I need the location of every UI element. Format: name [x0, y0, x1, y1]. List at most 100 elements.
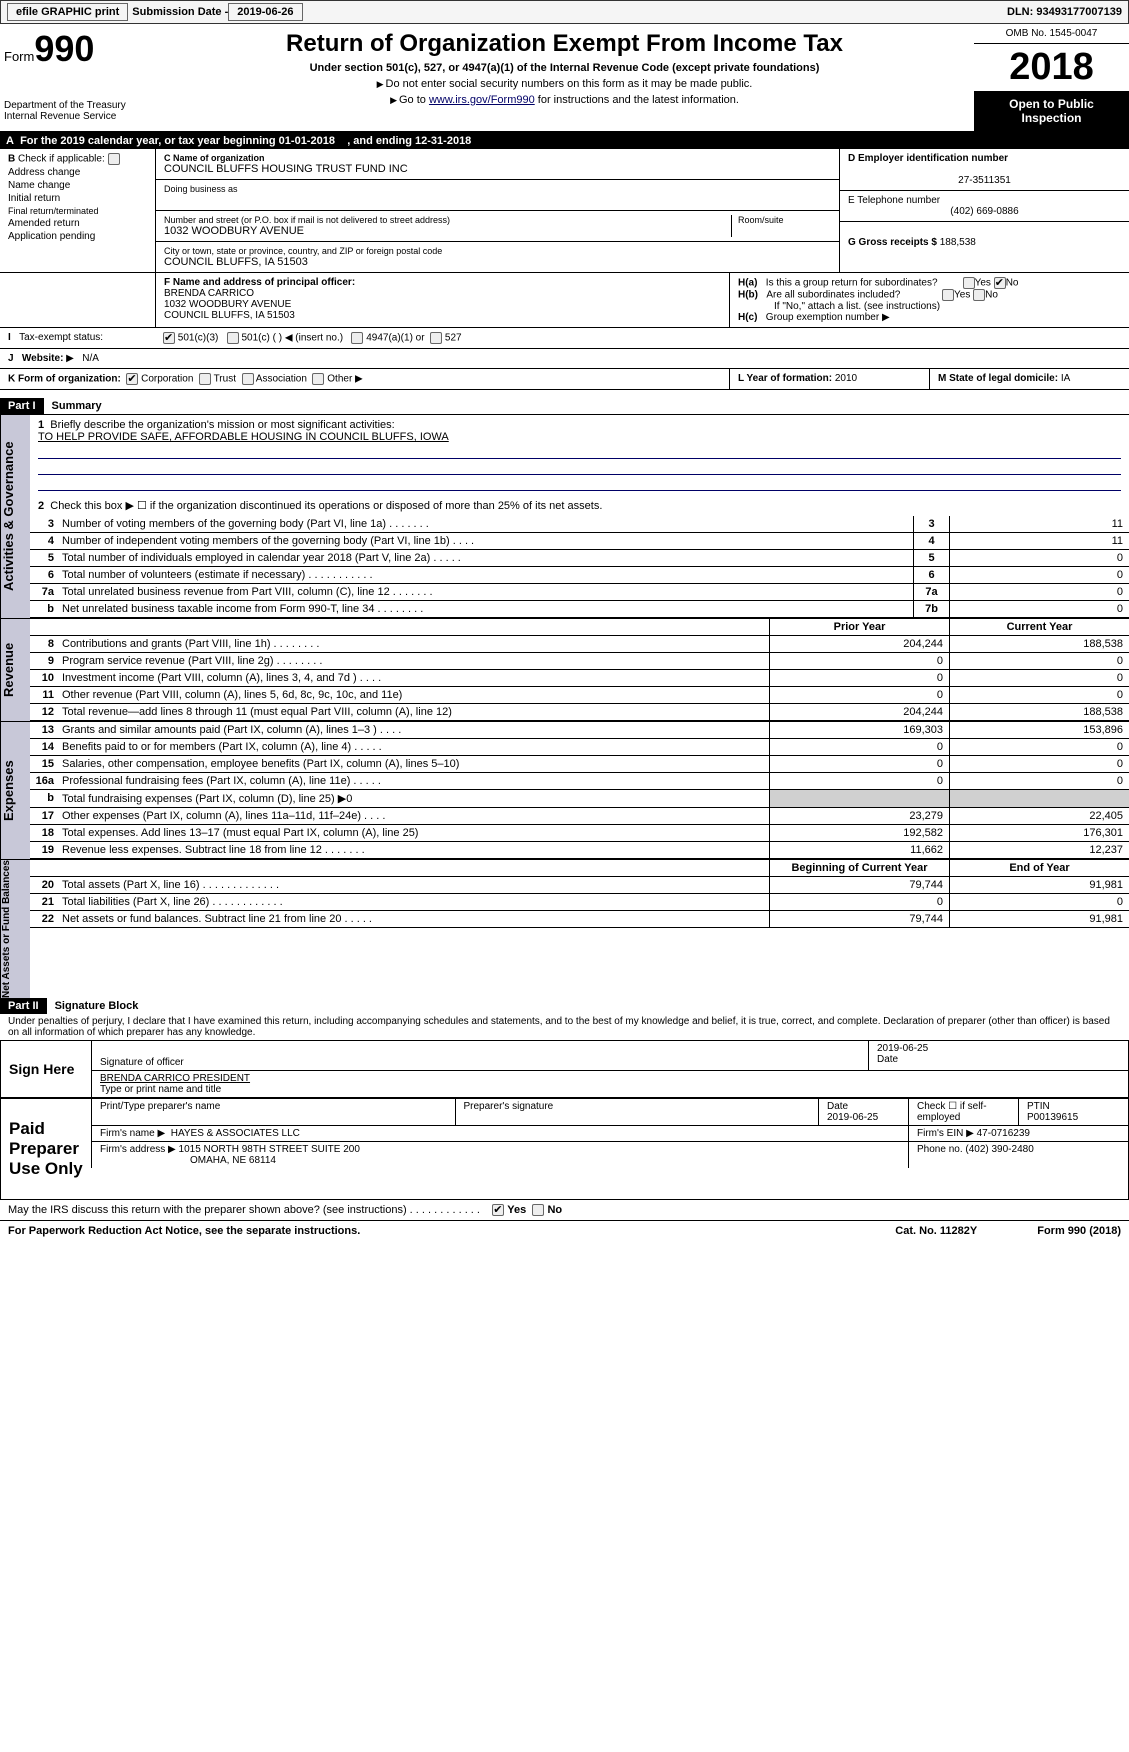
trust-checkbox[interactable] [199, 373, 211, 385]
officer-street: 1032 WOODBURY AVENUE [164, 299, 291, 310]
hc-label: Group exemption number [766, 312, 879, 323]
m-label: M State of legal domicile: [938, 373, 1061, 384]
line-22: 22Net assets or fund balances. Subtract … [30, 911, 1129, 928]
note2-post: for instructions and the latest informat… [535, 94, 739, 106]
ha-no-checkbox[interactable] [994, 277, 1006, 289]
may-discuss-row: May the IRS discuss this return with the… [0, 1200, 1129, 1221]
firm-addr1: 1015 NORTH 98TH STREET SUITE 200 [179, 1144, 360, 1155]
sign-here-block: Sign Here Signature of officer 2019-06-2… [0, 1040, 1129, 1099]
line-20: 20Total assets (Part X, line 16) . . . .… [30, 877, 1129, 894]
prep-sig-label: Preparer's signature [455, 1099, 819, 1126]
gross-label: G Gross receipts $ [848, 237, 940, 248]
side-expenses: Expenses [0, 722, 30, 859]
l2-text: Check this box ▶ ☐ if the organization d… [50, 500, 602, 512]
checkbox-icon[interactable] [108, 153, 120, 165]
officer-city: COUNCIL BLUFFS, IA 51503 [164, 310, 295, 321]
opt-final: Final return/terminated [8, 206, 147, 216]
line-b: bTotal fundraising expenses (Part IX, co… [30, 790, 1129, 808]
department: Department of the Treasury [4, 100, 150, 111]
corp-checkbox[interactable] [126, 373, 138, 385]
f-label: F Name and address of principal officer: [164, 277, 355, 288]
eoy-hdr: End of Year [949, 860, 1129, 876]
firm-phone-label: Phone no. [917, 1144, 965, 1155]
line-13: 13Grants and similar amounts paid (Part … [30, 722, 1129, 739]
mission-text: TO HELP PROVIDE SAFE, AFFORDABLE HOUSING… [38, 431, 449, 443]
line-19: 19Revenue less expenses. Subtract line 1… [30, 842, 1129, 859]
irs-link[interactable]: www.irs.gov/Form990 [429, 94, 535, 106]
l-label: L Year of formation: [738, 373, 835, 384]
part1-header-row: Part ISummary [0, 398, 1129, 414]
ha-yes-checkbox[interactable] [963, 277, 975, 289]
phone-label: E Telephone number [848, 195, 1121, 206]
row-j: J Website: ▶ N/A [0, 349, 1129, 369]
efile-btn[interactable]: efile GRAPHIC print [7, 3, 128, 21]
line-7a: 7aTotal unrelated business revenue from … [30, 584, 1129, 601]
line-10: 10Investment income (Part VIII, column (… [30, 670, 1129, 687]
firm-name: HAYES & ASSOCIATES LLC [171, 1128, 300, 1139]
firm-ein: 47-0716239 [977, 1128, 1030, 1139]
opt-address: Address change [8, 167, 147, 178]
gross-receipts: 188,538 [940, 237, 976, 248]
prep-name-label: Print/Type preparer's name [91, 1099, 455, 1126]
irs: Internal Revenue Service [4, 111, 150, 122]
ha-label: Is this a group return for subordinates? [766, 278, 938, 289]
topbar: efile GRAPHIC print Submission Date - 20… [0, 0, 1129, 24]
footer-right: Form 990 (2018) [1037, 1225, 1121, 1237]
tax-year: 2018 [974, 44, 1129, 91]
part2-title: Signature Block [47, 998, 147, 1014]
prior-year-hdr: Prior Year [769, 619, 949, 635]
ein-label: D Employer identification number [848, 153, 1008, 164]
prep-date-label: Date [827, 1101, 848, 1112]
discuss-no-checkbox[interactable] [532, 1204, 544, 1216]
tax-exempt-label: Tax-exempt status: [19, 332, 103, 343]
self-employed-check[interactable]: Check ☐ if self-employed [908, 1099, 1018, 1126]
org-name: COUNCIL BLUFFS HOUSING TRUST FUND INC [164, 163, 831, 175]
other-checkbox[interactable] [312, 373, 324, 385]
submission-label: Submission Date - [132, 6, 228, 18]
street: 1032 WOODBURY AVENUE [164, 225, 731, 237]
assoc-checkbox[interactable] [242, 373, 254, 385]
row-a: A For the 2019 calendar year, or tax yea… [0, 133, 1129, 149]
paid-preparer-block: Paid Preparer Use Only Print/Type prepar… [0, 1099, 1129, 1200]
sig-date: 2019-06-25 [877, 1043, 928, 1054]
room-label: Room/suite [738, 215, 831, 225]
line-17: 17Other expenses (Part IX, column (A), l… [30, 808, 1129, 825]
527-checkbox[interactable] [430, 332, 442, 344]
sig-officer-label: Signature of officer [100, 1057, 184, 1068]
boy-hdr: Beginning of Current Year [769, 860, 949, 876]
opt-amended: Amended return [8, 218, 147, 229]
officer-name: BRENDA CARRICO [164, 288, 254, 299]
officer-printed-name: BRENDA CARRICO PRESIDENT [100, 1073, 250, 1084]
city-label: City or town, state or province, country… [164, 246, 831, 256]
discuss-yes-checkbox[interactable] [492, 1204, 504, 1216]
501c-checkbox[interactable] [227, 332, 239, 344]
firm-addr2: OMAHA, NE 68114 [100, 1155, 276, 1166]
ptin: P00139615 [1027, 1112, 1078, 1123]
hb-yes-checkbox[interactable] [942, 289, 954, 301]
line-15: 15Salaries, other compensation, employee… [30, 756, 1129, 773]
dln-value: 93493177007139 [1036, 6, 1122, 18]
form-header: Form990 Department of the Treasury Inter… [0, 24, 1129, 133]
domicile-state: IA [1061, 373, 1070, 384]
ptin-label: PTIN [1027, 1101, 1050, 1112]
section-b-to-g: B Check if applicable: Address change Na… [0, 149, 1129, 273]
side-netassets: Net Assets or Fund Balances [0, 860, 30, 998]
footer-mid: Cat. No. 11282Y [895, 1225, 977, 1237]
sig-date-label: Date [877, 1054, 898, 1065]
opt-pending: Application pending [8, 231, 147, 242]
hb-no-checkbox[interactable] [973, 289, 985, 301]
website-val: N/A [82, 353, 99, 364]
line-18: 18Total expenses. Add lines 13–17 (must … [30, 825, 1129, 842]
line-12: 12Total revenue—add lines 8 through 11 (… [30, 704, 1129, 721]
501c3-checkbox[interactable] [163, 332, 175, 344]
paid-preparer-label: Paid Preparer Use Only [1, 1099, 91, 1199]
firm-addr-label: Firm's address ▶ [100, 1144, 176, 1155]
4947-checkbox[interactable] [351, 332, 363, 344]
l1-label: Briefly describe the organization's miss… [50, 419, 394, 431]
firm-phone: (402) 390-2480 [965, 1144, 1033, 1155]
expenses-section: Expenses 13Grants and similar amounts pa… [0, 721, 1129, 859]
form-prefix: Form [4, 49, 34, 64]
line-14: 14Benefits paid to or for members (Part … [30, 739, 1129, 756]
footer-left: For Paperwork Reduction Act Notice, see … [8, 1225, 360, 1237]
line-4: 4Number of independent voting members of… [30, 533, 1129, 550]
